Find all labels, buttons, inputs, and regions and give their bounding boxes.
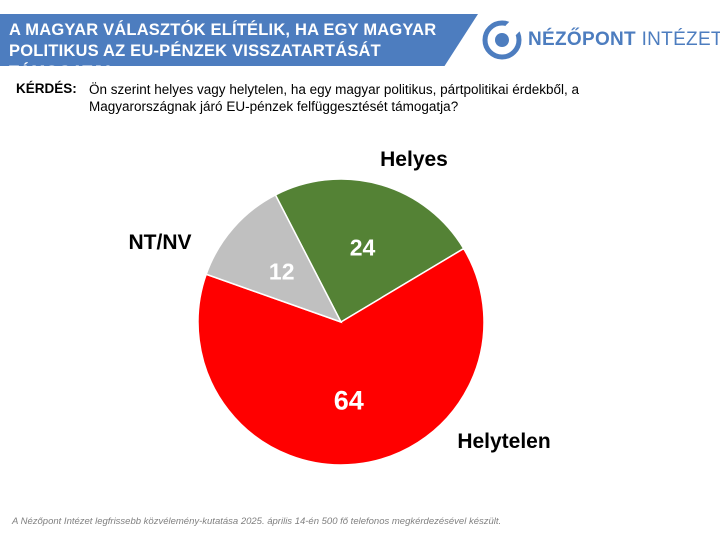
logo-suffix: INTÉZET (641, 29, 720, 50)
pie-slice-helyes (274, 178, 465, 324)
header-banner (0, 14, 478, 66)
data-label-helyes: 24 (350, 234, 376, 260)
category-label-helyes: Helyes (380, 148, 448, 171)
logo-name: NÉZŐPONT (528, 29, 636, 50)
data-label-nt-nv: 12 (269, 258, 295, 284)
data-label-helytelen: 64 (334, 385, 364, 415)
nezopont-logo-icon (482, 20, 522, 60)
category-label-nt-nv: NT/NV (129, 231, 192, 254)
pie-slice-nt-nv (205, 193, 343, 324)
question-text: Ön szerint helyes vagy helytelen, ha egy… (89, 82, 580, 114)
footnote: A Nézőpont Intézet legfrissebb közvélemé… (12, 516, 502, 527)
category-label-helytelen: Helytelen (457, 430, 550, 453)
logo-text: NÉZŐPONT INTÉZET (528, 29, 720, 51)
logo: NÉZŐPONT INTÉZET (482, 20, 720, 62)
page-title: A MAGYAR VÁLASZTÓK ELÍTÉLIK, HA EGY MAGY… (9, 21, 437, 81)
question-label: KÉRDÉS: (16, 81, 77, 96)
pie-slice-helytelen (197, 247, 485, 466)
